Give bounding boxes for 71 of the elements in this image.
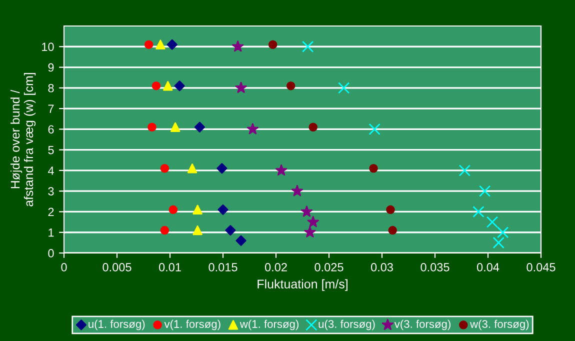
point — [192, 225, 202, 236]
y-tick-label: 10 — [42, 42, 54, 52]
point — [152, 81, 161, 90]
point — [156, 40, 166, 50]
legend-label: u(3. forsøg) — [318, 320, 375, 330]
point — [307, 216, 319, 228]
point — [368, 123, 380, 136]
legend-label: w(1. forsøg) — [240, 320, 298, 330]
y-tick-label: 0 — [48, 249, 54, 258]
y-tick-label: 3 — [48, 187, 54, 196]
x-tick-label: 0.045 — [526, 263, 556, 272]
point — [168, 205, 178, 214]
x-tick-label: 0.01 — [158, 263, 181, 272]
point — [163, 80, 173, 91]
y-tick-label: 6 — [48, 125, 54, 134]
point — [170, 122, 180, 132]
x-tick-label: 0.025 — [314, 263, 344, 272]
point — [246, 123, 258, 134]
y-tick-label: 1 — [48, 228, 54, 237]
point — [268, 40, 278, 49]
point — [286, 81, 296, 90]
x-tick-label: 0 — [61, 263, 67, 272]
point — [194, 122, 205, 132]
x-tick-label: 0.005 — [102, 263, 132, 272]
point — [338, 82, 350, 94]
legend-label: u(1. forsøg) — [88, 320, 145, 330]
y-tick-label: 2 — [48, 208, 54, 216]
point — [218, 204, 228, 215]
point — [304, 226, 316, 238]
y-tick-label: 7 — [48, 104, 54, 113]
legend-label: v(3. forsøg) — [394, 320, 450, 330]
y-tick-label: 5 — [48, 146, 54, 154]
point — [496, 226, 509, 238]
point — [275, 164, 288, 176]
point — [216, 163, 228, 174]
point — [369, 164, 378, 173]
y-tick-label: 9 — [48, 63, 54, 72]
point — [472, 206, 484, 218]
y-tick-label: 8 — [48, 84, 54, 92]
point — [232, 40, 244, 52]
legend-label: v(1. forsøg) — [164, 320, 220, 330]
point — [174, 80, 185, 92]
point — [492, 236, 504, 249]
y-tick-label: 4 — [48, 166, 54, 175]
point — [148, 122, 156, 132]
point — [300, 206, 313, 217]
x-tick-label: 0.035 — [420, 263, 450, 272]
point — [144, 40, 154, 49]
legend-label: w(3. forsøg) — [470, 320, 529, 330]
point — [388, 226, 397, 235]
point — [486, 216, 498, 228]
point — [187, 164, 198, 174]
point — [235, 82, 247, 93]
point — [302, 40, 314, 52]
x-tick-label: 0.015 — [208, 263, 238, 272]
point — [458, 164, 471, 176]
point — [236, 235, 246, 246]
point — [160, 226, 170, 235]
point — [225, 225, 236, 236]
point — [192, 204, 202, 215]
x-tick-label: 0.02 — [264, 263, 287, 272]
point — [166, 39, 178, 50]
point — [291, 185, 304, 196]
x-axis-title: Fluktuation [m/s] — [258, 279, 348, 291]
point — [386, 205, 395, 214]
point — [160, 164, 170, 173]
x-tick-label: 0.04 — [476, 263, 500, 272]
y-axis-title: Højde over bund / afstand fra væg (w) [cm] — [10, 73, 36, 206]
x-tick-label: 0.03 — [370, 263, 393, 272]
point — [308, 122, 318, 132]
point — [478, 185, 491, 197]
